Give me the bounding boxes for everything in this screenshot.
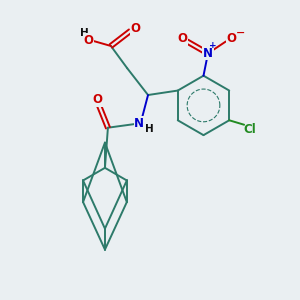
Text: N: N bbox=[203, 47, 213, 60]
Text: Cl: Cl bbox=[244, 123, 256, 136]
Text: +: + bbox=[209, 40, 217, 50]
Text: O: O bbox=[92, 93, 103, 106]
Text: H: H bbox=[80, 28, 89, 38]
Text: O: O bbox=[130, 22, 141, 34]
Text: N: N bbox=[134, 117, 144, 130]
Text: O: O bbox=[84, 34, 94, 46]
Text: O: O bbox=[178, 32, 188, 45]
Text: O: O bbox=[227, 32, 237, 45]
Text: −: − bbox=[236, 28, 245, 38]
Text: H: H bbox=[145, 124, 154, 134]
